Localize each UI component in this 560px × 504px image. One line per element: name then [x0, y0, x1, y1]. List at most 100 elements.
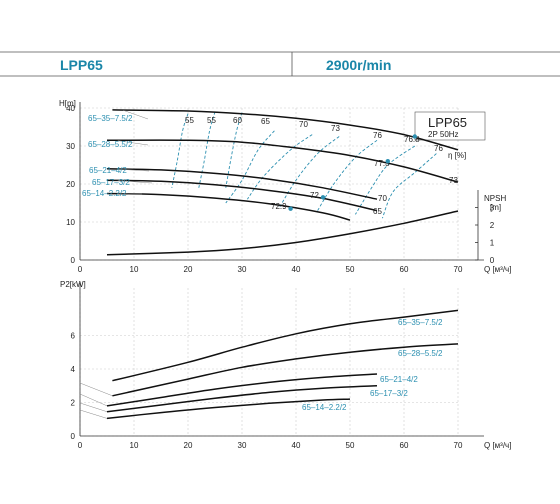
head-x-tick: 30 — [238, 265, 247, 274]
npsh-tick: 1 — [490, 239, 495, 248]
head-series-leader — [123, 110, 149, 120]
power-series-label: 65–21–4/2 — [380, 375, 418, 384]
power-y-label: P2[kW] — [60, 280, 86, 289]
efficiency-iso-curve — [171, 113, 189, 188]
head-curve — [106, 168, 378, 200]
power-curve — [106, 373, 378, 407]
head-curve — [112, 109, 459, 151]
efficiency-label: 55 — [185, 116, 194, 125]
efficiency-iso-curve — [317, 139, 378, 211]
head-curve — [106, 179, 378, 212]
efficiency-label: 73 — [449, 176, 458, 185]
power-series-label: 65–28–5.5/2 — [398, 349, 443, 358]
efficiency-label: 70 — [378, 194, 387, 203]
header-speed: 2900r/min — [326, 57, 391, 73]
npsh-unit: [m] — [490, 203, 501, 212]
efficiency-label: 76 — [373, 131, 382, 140]
efficiency-label: 72 — [310, 191, 319, 200]
efficiency-iso-curve — [355, 145, 416, 215]
efficiency-iso-curve — [198, 111, 216, 188]
head-x-label: Q [м³/ч] — [484, 265, 511, 274]
power-curve — [112, 343, 459, 397]
head-curve — [106, 192, 351, 221]
head-series-leader — [117, 180, 153, 184]
head-y-tick: 20 — [66, 180, 75, 189]
head-series-leader — [117, 140, 149, 146]
head-x-tick: 10 — [130, 265, 139, 274]
head-subtitle: 2P 50Hz — [428, 130, 459, 139]
power-y-tick: 4 — [71, 365, 76, 374]
efficiency-label: 70 — [299, 120, 308, 129]
power-x-tick: 30 — [238, 441, 247, 450]
power-y-tick: 2 — [71, 399, 76, 408]
power-x-tick: 20 — [184, 441, 193, 450]
power-series-label: 65–14–2.2/2 — [302, 403, 347, 412]
eta-label: η [%] — [448, 151, 466, 160]
head-x-tick: 60 — [400, 265, 409, 274]
npsh-label: NPSH — [484, 194, 506, 203]
efficiency-label: 65 — [261, 117, 270, 126]
npsh-tick: 3 — [490, 204, 495, 213]
head-title: LPP65 — [428, 115, 467, 130]
head-series-leader — [117, 168, 150, 172]
power-curve — [112, 309, 459, 382]
power-series-label: 65–17–3/2 — [370, 389, 408, 398]
head-series-label: 65–35–7.5/2 — [88, 114, 133, 123]
best-efficiency-point — [288, 206, 293, 211]
head-x-tick: 20 — [184, 265, 193, 274]
head-series-label: 65–14–2.2/2 — [82, 189, 127, 198]
head-y-tick: 40 — [66, 104, 75, 113]
power-x-tick: 40 — [292, 441, 301, 450]
power-series-label: 65–35–7.5/2 — [398, 318, 443, 327]
efficiency-label: 72.9 — [271, 202, 287, 211]
efficiency-label: 60 — [233, 116, 242, 125]
efficiency-label: 65 — [373, 207, 382, 216]
power-x-label: Q [м³/ч] — [484, 441, 511, 450]
power-curve — [106, 385, 378, 413]
head-series-label: 65–28–5.5/2 — [88, 140, 133, 149]
head-x-tick: 40 — [292, 265, 301, 274]
power-x-tick: 60 — [400, 441, 409, 450]
best-efficiency-point — [320, 195, 326, 200]
efficiency-label: 76 — [434, 144, 443, 153]
efficiency-iso-curve — [279, 136, 340, 208]
efficiency-label: 77.3 — [374, 159, 390, 168]
header-model: LPP65 — [60, 57, 103, 73]
head-curve — [106, 139, 459, 183]
efficiency-iso-curve — [225, 130, 275, 204]
head-series-label: 65–21–4/2 — [89, 166, 127, 175]
head-title-box — [414, 111, 486, 141]
power-y-tick: 0 — [71, 432, 76, 441]
head-x-tick: 50 — [346, 265, 355, 274]
npsh-tick: 0 — [490, 256, 495, 265]
power-x-tick: 10 — [130, 441, 139, 450]
power-x-tick: 70 — [454, 441, 463, 450]
best-efficiency-point — [385, 159, 390, 164]
power-y-tick: 6 — [71, 332, 76, 341]
power-chart: 0 10 20 30 40 50 60 70 0 2 4 6 P2[kW] Q [м³/ч] 65–35–7… — [60, 280, 511, 450]
npsh-tick: 2 — [490, 221, 495, 230]
efficiency-label: 55 — [207, 116, 216, 125]
best-efficiency-point — [412, 134, 417, 139]
efficiency-iso-curve — [381, 153, 437, 219]
head-x-tick: 70 — [454, 265, 463, 274]
power-x-tick: 50 — [346, 441, 355, 450]
head-y-tick: 10 — [66, 218, 75, 227]
efficiency-label: 73 — [331, 124, 340, 133]
power-leader — [79, 382, 113, 397]
head-y-label: H[m] — [59, 99, 76, 108]
efficiency-label: 76.8 — [404, 135, 420, 144]
head-y-tick: 30 — [66, 142, 75, 151]
head-x-tick: 0 — [78, 265, 83, 274]
power-leader — [79, 393, 108, 407]
power-leader — [79, 402, 108, 412]
power-curve — [106, 398, 351, 420]
power-leader — [79, 409, 108, 419]
head-y-tick: 0 — [71, 256, 76, 265]
head-series-label: 65–17–3/2 — [92, 178, 130, 187]
efficiency-iso-curve — [225, 112, 243, 188]
power-x-tick: 0 — [78, 441, 83, 450]
